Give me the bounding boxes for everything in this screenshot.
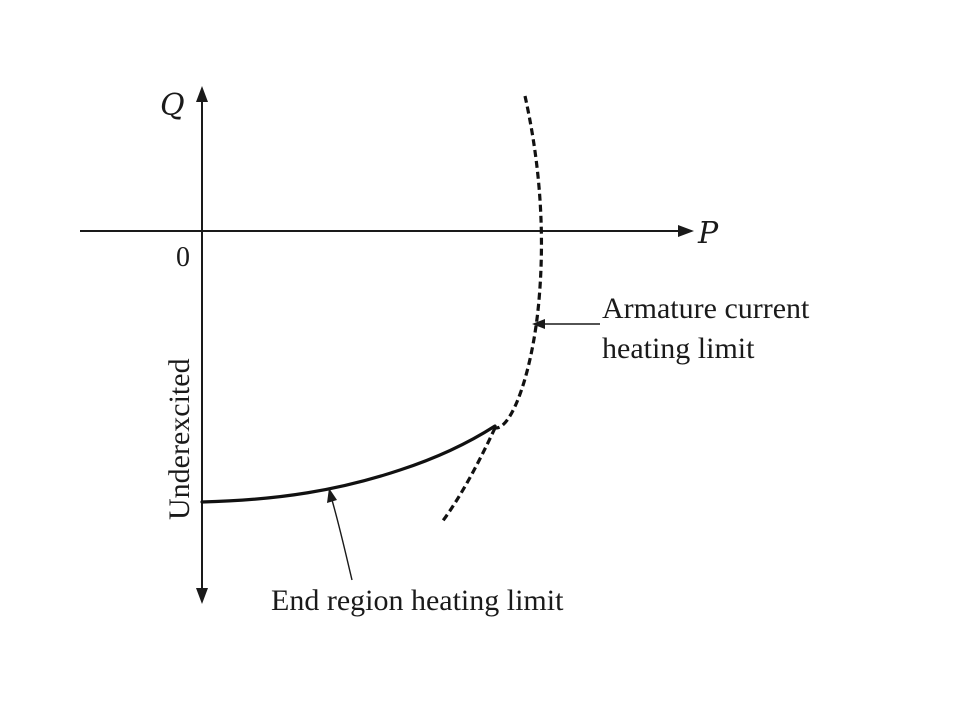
- p-axis-arrowhead: [678, 225, 694, 237]
- q-axis-arrowhead-bottom: [196, 588, 208, 604]
- end-region-leader-line: [331, 499, 353, 581]
- armature-leader-arrowhead: [532, 319, 545, 329]
- q-axis-arrowhead-top: [196, 86, 208, 102]
- end-region-limit-curve: [200, 424, 497, 504]
- end-region-label: End region heating limit: [271, 584, 564, 617]
- origin-label: 0: [176, 242, 190, 273]
- q-axis-label: Q: [160, 88, 185, 123]
- underexcited-label: Underexcited: [163, 358, 196, 520]
- armature-label-line2: heating limit: [602, 332, 755, 365]
- p-axis-label: P: [697, 216, 719, 251]
- end-region-leader-arrowhead: [327, 488, 337, 503]
- armature-limit-curve: [440, 95, 544, 523]
- armature-label-line1: Armature current: [602, 292, 810, 325]
